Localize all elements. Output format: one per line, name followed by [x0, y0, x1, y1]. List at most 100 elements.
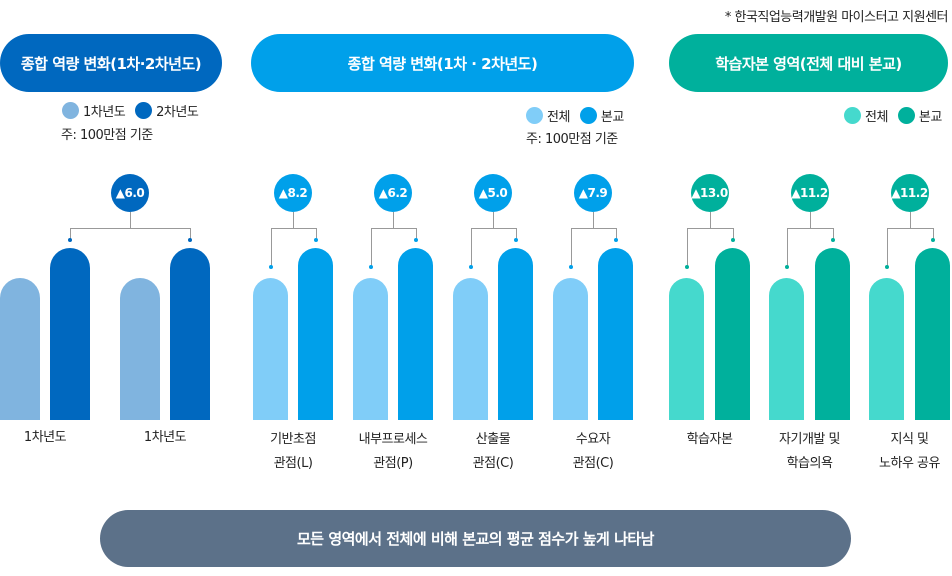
- legend-swatch: [844, 107, 861, 124]
- legend-label: 본교: [600, 110, 624, 125]
- connector-line: [886, 228, 933, 229]
- bar-baseline: [669, 278, 704, 420]
- connector-line: [686, 228, 733, 229]
- legend-label: 본교: [918, 110, 942, 125]
- connector-line: [370, 228, 416, 229]
- connector-line: [786, 228, 833, 229]
- legend-label: 1차년도: [83, 105, 126, 120]
- connector-line: [470, 228, 472, 266]
- panel1-title: 종합 역량 변화(1차·2차년도): [0, 34, 222, 92]
- connector-dot: [68, 238, 72, 242]
- bar-comparison: [298, 248, 333, 420]
- panel3-title: 학습자본 영역(전체 대비 본교): [669, 34, 948, 92]
- connector-line: [686, 228, 688, 266]
- panel1-legend: 1차년도 2차년도: [62, 101, 199, 120]
- connector-line: [270, 228, 272, 266]
- category-label: 1차년도: [143, 430, 187, 445]
- connector-dot: [830, 238, 835, 242]
- bar-comparison: [815, 248, 850, 420]
- bar-comparison: [498, 248, 533, 420]
- connector-line: [570, 228, 616, 229]
- difference-badge: ▲6.2: [374, 174, 412, 212]
- legend-swatch: [135, 102, 153, 119]
- legend-swatch: [62, 102, 79, 119]
- connector-line: [570, 228, 572, 266]
- bar-baseline: [253, 278, 288, 420]
- category-label: 산출물 관점(C): [472, 432, 514, 471]
- connector-dot: [930, 238, 935, 242]
- panel2-note: 주: 100만점 기준: [526, 132, 618, 147]
- bar-baseline: [453, 278, 488, 420]
- connector-dot: [613, 238, 618, 242]
- connector-line: [932, 228, 934, 240]
- connector-line: [832, 228, 834, 240]
- connector-line: [709, 212, 711, 228]
- panel2-title: 종합 역량 변화(1차 · 2차년도): [251, 34, 634, 92]
- connector-line: [786, 228, 788, 266]
- legend-label: 전체: [547, 110, 570, 125]
- connector-line: [809, 212, 811, 228]
- category-label: 내부프로세스 관점(P): [358, 432, 428, 471]
- category-label: 학습자본: [686, 432, 733, 447]
- legend-swatch: [526, 107, 543, 124]
- bar-comparison: [50, 248, 90, 420]
- footer-summary: 모든 영역에서 전체에 비해 본교의 평균 점수가 높게 나타남: [100, 510, 851, 567]
- connector-dot: [268, 265, 273, 269]
- connector-dot: [188, 238, 192, 242]
- connector-dot: [684, 265, 689, 269]
- panel2-legend: 전체 본교: [526, 106, 624, 125]
- connector-dot: [313, 238, 318, 242]
- connector-line: [470, 228, 516, 229]
- bar-comparison: [398, 248, 433, 420]
- bar-baseline: [553, 278, 588, 420]
- bar-comparison: [598, 248, 633, 420]
- category-label: 자기개발 및 학습의욕: [779, 432, 840, 471]
- connector-line: [130, 212, 131, 228]
- connector-line: [515, 228, 517, 240]
- legend-label: 전체: [865, 110, 888, 125]
- connector-line: [732, 228, 734, 240]
- connector-line: [315, 228, 317, 240]
- bar-baseline: [869, 278, 904, 420]
- connector-line: [615, 228, 617, 240]
- difference-badge: ▲11.2: [890, 174, 929, 212]
- category-label: 수요자 관점(C): [572, 432, 614, 471]
- connector-line: [370, 228, 372, 266]
- bar-baseline: [353, 278, 388, 420]
- connector-dot: [368, 265, 373, 269]
- bar-baseline: [769, 278, 804, 420]
- connector-line: [393, 212, 394, 228]
- connector-line: [493, 212, 494, 228]
- connector-line: [190, 228, 191, 240]
- connector-line: [415, 228, 417, 240]
- connector-dot: [413, 238, 418, 242]
- category-label: 1차년도: [23, 430, 67, 445]
- connector-line: [593, 212, 594, 228]
- connector-line: [909, 212, 911, 228]
- connector-line: [886, 228, 888, 266]
- difference-badge: ▲6.0: [111, 174, 149, 212]
- bar-baseline: [0, 278, 40, 420]
- bar-comparison: [915, 248, 950, 420]
- legend-swatch: [579, 107, 597, 124]
- difference-badge: ▲11.2: [790, 174, 829, 212]
- panel3-legend: 전체 본교: [844, 106, 942, 125]
- legend-swatch: [897, 107, 915, 124]
- panel1-note: 주: 100만점 기준: [61, 128, 153, 143]
- connector-line: [70, 228, 190, 229]
- difference-badge: ▲13.0: [690, 174, 729, 212]
- legend-label: 2차년도: [156, 105, 199, 120]
- category-label: 기반초점 관점(L): [270, 432, 316, 471]
- difference-badge: ▲5.0: [474, 174, 512, 212]
- bar-comparison: [715, 248, 750, 420]
- connector-dot: [513, 238, 518, 242]
- connector-dot: [468, 265, 473, 269]
- difference-badge: ▲8.2: [274, 174, 312, 212]
- connector-dot: [784, 265, 789, 269]
- connector-line: [270, 228, 316, 229]
- connector-line: [70, 228, 71, 240]
- source-note: * 한국직업능력개발원 마이스터고 지원센터: [724, 10, 949, 25]
- connector-dot: [884, 265, 889, 269]
- connector-line: [293, 212, 294, 228]
